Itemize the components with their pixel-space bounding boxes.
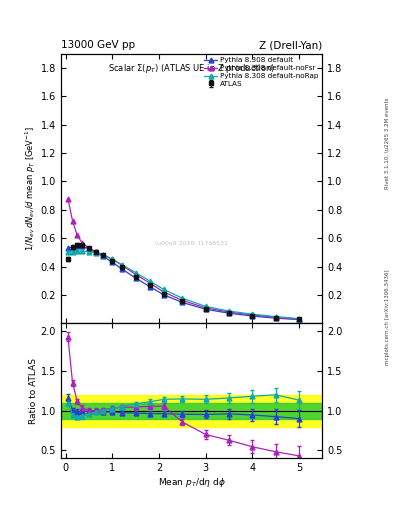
Pythia 8.308 default-noFsr <box>273 314 278 321</box>
Text: Rivet 3.1.10, \u2265 3.2M events: Rivet 3.1.10, \u2265 3.2M events <box>385 98 389 189</box>
Pythia 8.308 default-noFsr <box>119 262 124 268</box>
Line: Pythia 8.308 default: Pythia 8.308 default <box>66 243 301 322</box>
Pythia 8.308 default-noRap <box>133 269 138 275</box>
Pythia 8.308 default <box>297 316 301 323</box>
Pythia 8.308 default <box>94 249 98 255</box>
Pythia 8.308 default-noRap <box>75 248 80 254</box>
Pythia 8.308 default <box>119 266 124 272</box>
Y-axis label: $1/N_{ev}\,dN_{ev}/d$ mean $p_T$ [GeV$^{-1}$]: $1/N_{ev}\,dN_{ev}/d$ mean $p_T$ [GeV$^{… <box>24 126 38 251</box>
Pythia 8.308 default-noRap <box>203 303 208 309</box>
Pythia 8.308 default-noRap <box>161 286 166 292</box>
Pythia 8.308 default <box>86 246 91 252</box>
Pythia 8.308 default-noFsr <box>75 232 80 239</box>
Pythia 8.308 default-noRap <box>180 295 185 301</box>
Pythia 8.308 default-noFsr <box>133 271 138 278</box>
Pythia 8.308 default-noRap <box>110 256 115 262</box>
Pythia 8.308 default <box>273 315 278 321</box>
Pythia 8.308 default-noRap <box>147 278 152 284</box>
Text: 13000 GeV pp: 13000 GeV pp <box>61 40 135 50</box>
Pythia 8.308 default-noRap <box>297 315 301 322</box>
Pythia 8.308 default <box>180 300 185 306</box>
Bar <box>61 395 322 426</box>
Pythia 8.308 default-noRap <box>273 313 278 319</box>
Pythia 8.308 default-noFsr <box>297 316 301 322</box>
Pythia 8.308 default-noFsr <box>161 289 166 295</box>
Pythia 8.308 default-noFsr <box>147 280 152 286</box>
Pythia 8.308 default <box>250 313 255 319</box>
Pythia 8.308 default-noFsr <box>180 297 185 304</box>
Pythia 8.308 default <box>66 245 70 251</box>
Bar <box>61 403 322 419</box>
Pythia 8.308 default-noRap <box>101 252 105 259</box>
Pythia 8.308 default <box>75 243 80 249</box>
Pythia 8.308 default <box>101 253 105 260</box>
Pythia 8.308 default <box>226 310 231 316</box>
Pythia 8.308 default-noRap <box>79 248 84 254</box>
Pythia 8.308 default-noFsr <box>94 249 98 255</box>
Pythia 8.308 default <box>110 259 115 265</box>
Pythia 8.308 default-noFsr <box>203 305 208 311</box>
Pythia 8.308 default <box>161 292 166 298</box>
Pythia 8.308 default-noRap <box>70 249 75 255</box>
Legend: Pythia 8.308 default, Pythia 8.308 default-noFsr, Pythia 8.308 default-noRap, AT: Pythia 8.308 default, Pythia 8.308 defau… <box>203 56 320 89</box>
Pythia 8.308 default-noFsr <box>226 309 231 315</box>
Pythia 8.308 default-noRap <box>250 311 255 317</box>
Line: Pythia 8.308 default-noRap: Pythia 8.308 default-noRap <box>66 249 301 321</box>
Pythia 8.308 default-noRap <box>119 262 124 268</box>
Pythia 8.308 default-noFsr <box>250 312 255 318</box>
Text: \u00a9 2019  I1736531: \u00a9 2019 I1736531 <box>155 240 228 245</box>
Pythia 8.308 default-noFsr <box>66 196 70 202</box>
Pythia 8.308 default <box>79 243 84 249</box>
Line: Pythia 8.308 default-noFsr: Pythia 8.308 default-noFsr <box>66 196 301 322</box>
Text: Scalar $\Sigma(p_T)$ (ATLAS UE in Z production): Scalar $\Sigma(p_T)$ (ATLAS UE in Z prod… <box>108 62 275 75</box>
Pythia 8.308 default-noFsr <box>110 256 115 262</box>
Pythia 8.308 default-noRap <box>66 249 70 255</box>
Text: Z (Drell-Yan): Z (Drell-Yan) <box>259 40 322 50</box>
Pythia 8.308 default-noFsr <box>101 251 105 258</box>
Pythia 8.308 default-noRap <box>226 308 231 314</box>
Pythia 8.308 default-noFsr <box>70 218 75 224</box>
Pythia 8.308 default-noRap <box>86 249 91 255</box>
Y-axis label: Ratio to ATLAS: Ratio to ATLAS <box>29 358 38 424</box>
Pythia 8.308 default <box>203 306 208 312</box>
Pythia 8.308 default <box>70 244 75 250</box>
Pythia 8.308 default <box>133 275 138 281</box>
Pythia 8.308 default-noRap <box>94 250 98 256</box>
Pythia 8.308 default-noFsr <box>86 245 91 251</box>
Text: mcplots.cern.ch [arXiv:1306.3436]: mcplots.cern.ch [arXiv:1306.3436] <box>385 270 389 365</box>
X-axis label: Mean $p_T$/d$\eta$ d$\phi$: Mean $p_T$/d$\eta$ d$\phi$ <box>158 476 226 489</box>
Pythia 8.308 default <box>147 284 152 290</box>
Pythia 8.308 default-noFsr <box>79 240 84 246</box>
